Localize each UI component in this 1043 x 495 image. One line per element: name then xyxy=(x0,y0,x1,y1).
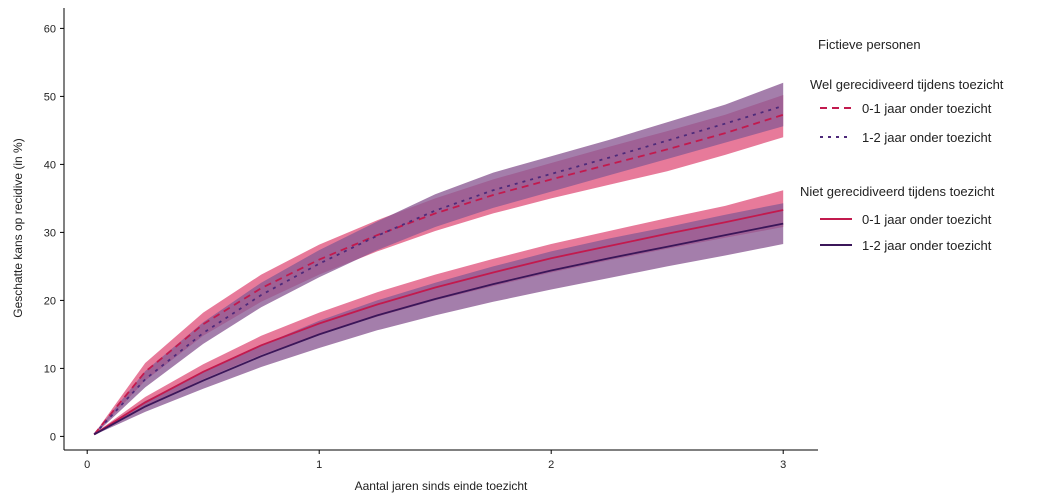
confidence-bands xyxy=(94,82,784,436)
y-tick-label-30: 30 xyxy=(44,227,56,239)
y-axis-ticks: 0 10 20 30 40 50 60 xyxy=(44,23,64,443)
legend-label-wel-1-2: 1-2 jaar onder toezicht xyxy=(862,130,992,145)
x-tick-label-2: 2 xyxy=(548,459,554,471)
legend-label-niet-0-1: 0-1 jaar onder toezicht xyxy=(862,212,992,227)
y-tick-label-10: 10 xyxy=(44,363,56,375)
band-wel-gerecidiveerd-tijdens-toezicht-1 xyxy=(94,82,784,436)
line-niet-gerecidiveerd-tijdens-toezicht-2 xyxy=(93,209,784,436)
y-tick-label-20: 20 xyxy=(44,295,56,307)
band-wel-gerecidiveerd-tijdens-toezicht-0 xyxy=(94,95,784,435)
x-tick-label-0: 0 xyxy=(84,459,90,471)
legend-group-niet: Niet gerecidiveerd tijdens toezicht xyxy=(800,184,995,199)
legend: Fictieve personen Wel gerecidiveerd tijd… xyxy=(800,37,1004,253)
y-tick-label-60: 60 xyxy=(44,23,56,35)
x-tick-label-3: 3 xyxy=(780,459,786,471)
y-axis-title: Geschatte kans op recidive (in %) xyxy=(11,138,25,317)
legend-label-wel-0-1: 0-1 jaar onder toezicht xyxy=(862,101,992,116)
legend-label-niet-1-2: 1-2 jaar onder toezicht xyxy=(862,238,992,253)
line-niet-gerecidiveerd-tijdens-toezicht-3 xyxy=(93,222,784,436)
x-axis-title: Aantal jaren sinds einde toezicht xyxy=(355,479,528,493)
x-axis-ticks: 0 1 2 3 xyxy=(84,450,786,471)
legend-group-wel: Wel gerecidiveerd tijdens toezicht xyxy=(810,77,1004,92)
y-tick-label-0: 0 xyxy=(50,431,56,443)
y-tick-label-50: 50 xyxy=(44,91,56,103)
band-niet-gerecidiveerd-tijdens-toezicht-3 xyxy=(94,203,784,435)
line-wel-gerecidiveerd-tijdens-toezicht-0 xyxy=(93,113,784,435)
legend-title: Fictieve personen xyxy=(818,37,921,52)
y-tick-label-40: 40 xyxy=(44,159,56,171)
x-tick-label-1: 1 xyxy=(316,459,322,471)
series-lines xyxy=(93,105,784,436)
